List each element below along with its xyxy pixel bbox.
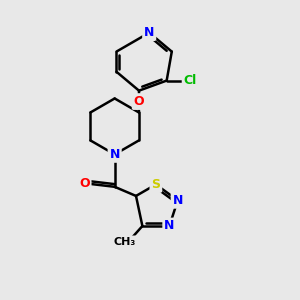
Text: N: N	[110, 148, 120, 161]
Text: N: N	[172, 194, 183, 207]
Text: Cl: Cl	[184, 74, 197, 87]
Text: S: S	[152, 178, 160, 191]
Text: N: N	[164, 220, 175, 232]
Text: CH₃: CH₃	[114, 237, 136, 247]
Text: O: O	[134, 95, 144, 108]
Text: N: N	[144, 26, 154, 39]
Text: O: O	[79, 177, 90, 190]
